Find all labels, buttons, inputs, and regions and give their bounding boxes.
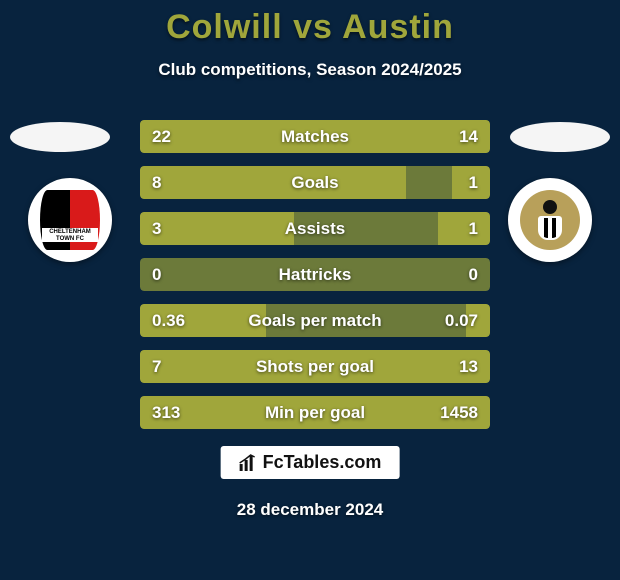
club-badge-right — [508, 178, 592, 262]
player2-name: Austin — [342, 8, 454, 46]
player2-silhouette — [510, 122, 610, 152]
stat-row: 3131458Min per goal — [140, 396, 490, 429]
subtitle: Club competitions, Season 2024/2025 — [0, 60, 620, 80]
page-title: Colwill vs Austin — [0, 8, 620, 47]
vs-text: vs — [293, 8, 333, 46]
stat-row: 0.360.07Goals per match — [140, 304, 490, 337]
stat-row: 713Shots per goal — [140, 350, 490, 383]
bar-label: Hattricks — [140, 258, 490, 291]
watermark-text: FcTables.com — [263, 452, 382, 473]
chart-icon — [239, 454, 257, 472]
club-badge-left: CHELTENHAMTOWN FC — [28, 178, 112, 262]
bar-label: Goals per match — [140, 304, 490, 337]
cheltenham-crest-icon: CHELTENHAMTOWN FC — [40, 190, 100, 250]
stat-row: 31Assists — [140, 212, 490, 245]
player1-silhouette — [10, 122, 110, 152]
stat-row: 00Hattricks — [140, 258, 490, 291]
bar-label: Goals — [140, 166, 490, 199]
stat-row: 81Goals — [140, 166, 490, 199]
bar-label: Matches — [140, 120, 490, 153]
watermark: FcTables.com — [221, 446, 400, 479]
date-text: 28 december 2024 — [0, 500, 620, 520]
bar-label: Assists — [140, 212, 490, 245]
cheltenham-crest-text: CHELTENHAMTOWN FC — [42, 228, 98, 242]
bar-label: Shots per goal — [140, 350, 490, 383]
stat-row: 2214Matches — [140, 120, 490, 153]
stats-bars: 2214Matches 81Goals 31Assists 00Hattricks 0.… — [140, 120, 490, 442]
notts-crest-icon — [520, 190, 580, 250]
player1-name: Colwill — [166, 8, 283, 46]
bar-label: Min per goal — [140, 396, 490, 429]
